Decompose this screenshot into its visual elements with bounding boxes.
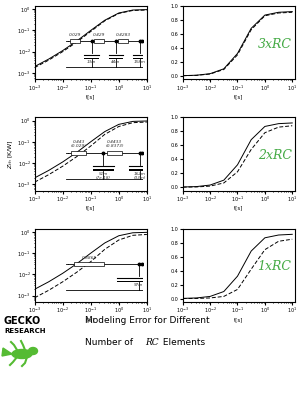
Text: Modeling Error for Different: Modeling Error for Different [85,316,209,325]
Text: RC: RC [145,338,159,347]
X-axis label: t[s]: t[s] [234,94,244,99]
Ellipse shape [29,348,38,354]
Text: 2xRC: 2xRC [258,149,292,162]
Ellipse shape [12,350,32,358]
X-axis label: t[s]: t[s] [86,317,95,322]
Text: Number of: Number of [85,338,136,347]
Text: 3xRC: 3xRC [258,38,292,50]
Text: RESEARCH: RESEARCH [4,328,45,334]
X-axis label: t[s]: t[s] [86,94,95,99]
Text: GECKO: GECKO [4,316,41,326]
Y-axis label: $Z_{th}$ [K/W]: $Z_{th}$ [K/W] [6,139,15,169]
X-axis label: t[s]: t[s] [234,206,244,210]
X-axis label: t[s]: t[s] [234,317,244,322]
X-axis label: t[s]: t[s] [86,206,95,210]
Text: Elements: Elements [160,338,205,347]
Polygon shape [2,348,12,356]
Text: 1xRC: 1xRC [258,260,292,273]
